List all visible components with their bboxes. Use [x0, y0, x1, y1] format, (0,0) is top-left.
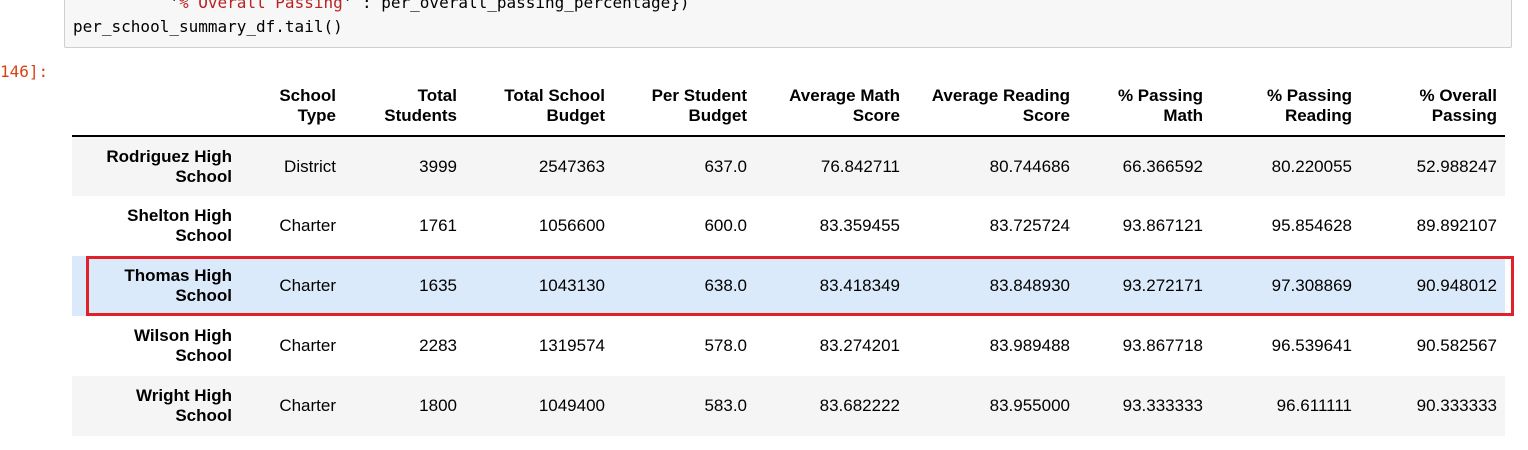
output-prompt: 146]:	[0, 62, 49, 81]
table-cell: 97.308869	[1271, 276, 1352, 295]
table-cell: 66.366592	[1122, 156, 1203, 176]
row-index: Rodriguez High School	[106, 146, 232, 186]
row-index: Wilson High School	[133, 326, 232, 365]
table-row[interactable]: Rodriguez High School District 3999 25473…	[72, 136, 1505, 196]
table-row-selected[interactable]: Thomas High School Charter 1635 1043130 6…	[72, 256, 1505, 316]
table-cell: 1056600	[538, 216, 605, 235]
column-header: School Type	[240, 76, 344, 137]
table-cell: 52.988247	[1416, 156, 1497, 176]
table-row[interactable]: Wilson High School Charter 2283 1319574 5…	[72, 316, 1505, 376]
code-line-2: per_school_summary_df.tail()	[73, 17, 343, 36]
column-header: Total School Budget	[465, 76, 613, 137]
table-cell: 637.0	[704, 156, 747, 176]
table-cell: 80.220055	[1271, 156, 1352, 176]
table-cell: 80.744686	[989, 156, 1070, 176]
row-index: Shelton High School	[127, 206, 232, 245]
table-cell: 83.955000	[989, 396, 1070, 415]
column-header: Total Students	[344, 76, 465, 137]
column-header: % Passing Reading	[1211, 76, 1360, 137]
column-header: Per Student Budget	[613, 76, 755, 137]
table-cell: 83.274201	[819, 336, 900, 355]
header-row: School Type Total Students Total School Bud…	[72, 76, 1505, 137]
table-cell: 89.892107	[1416, 216, 1497, 235]
table-cell: 3999	[419, 156, 457, 176]
table-cell: 93.272171	[1122, 276, 1203, 295]
row-index: Thomas High School	[124, 266, 232, 305]
table-cell: 90.582567	[1416, 336, 1497, 355]
table-cell: 1635	[419, 276, 457, 295]
table-cell: 83.725724	[989, 216, 1070, 235]
table-cell: District	[284, 156, 336, 176]
table-row[interactable]: Shelton High School Charter 1761 1056600 …	[72, 196, 1505, 256]
row-index: Wright High School	[136, 386, 232, 425]
table-cell: 583.0	[704, 396, 747, 415]
table-cell: 83.848930	[989, 276, 1070, 295]
column-header: % Overall Passing	[1360, 76, 1505, 137]
table-cell: Charter	[279, 276, 336, 295]
table-cell: 578.0	[704, 336, 747, 355]
table-cell: 1319574	[538, 336, 605, 355]
index-header	[72, 76, 240, 137]
table-cell: 600.0	[704, 216, 747, 235]
table-cell: 638.0	[704, 276, 747, 295]
table-cell: 2547363	[538, 156, 605, 176]
column-header: Average Reading Score	[908, 76, 1078, 137]
table-cell: Charter	[279, 216, 336, 235]
table-row[interactable]: Wright High School Charter 1800 1049400 5…	[72, 376, 1505, 436]
column-header: Average Math Score	[755, 76, 908, 137]
table-cell: 83.359455	[819, 216, 900, 235]
code-text: : per_overall_passing_percentage})	[362, 0, 690, 12]
table-cell: 1761	[419, 216, 457, 235]
table-cell: 1800	[419, 396, 457, 415]
table-cell: Charter	[279, 336, 336, 355]
table-cell: 76.842711	[820, 156, 900, 176]
table-cell: 1049400	[538, 396, 605, 415]
table-cell: 83.418349	[819, 276, 900, 295]
code-cell[interactable]: '% Overall Passing' : per_overall_passin…	[64, 0, 1512, 48]
table-cell: 95.854628	[1271, 216, 1352, 235]
table-cell: 93.333333	[1122, 396, 1203, 415]
table-cell: 1043130	[538, 276, 605, 295]
table-cell: 90.948012	[1416, 276, 1497, 295]
table-cell: 93.867121	[1122, 216, 1203, 235]
table-cell: 96.539641	[1271, 336, 1352, 355]
table-cell: 90.333333	[1416, 396, 1497, 415]
table-cell: Charter	[279, 396, 336, 415]
code-line-1: '% Overall Passing' : per_overall_passin…	[73, 0, 690, 12]
dataframe-table: School Type Total Students Total School Bud…	[72, 76, 1505, 436]
column-header: % Passing Math	[1078, 76, 1211, 137]
table-cell: 93.867718	[1122, 336, 1203, 355]
table-cell: 83.682222	[819, 396, 900, 415]
table-cell: 83.989488	[989, 336, 1070, 355]
code-string: % Overall Passing	[178, 0, 343, 12]
table-cell: 2283	[419, 336, 457, 355]
table-cell: 96.611111	[1276, 396, 1352, 415]
